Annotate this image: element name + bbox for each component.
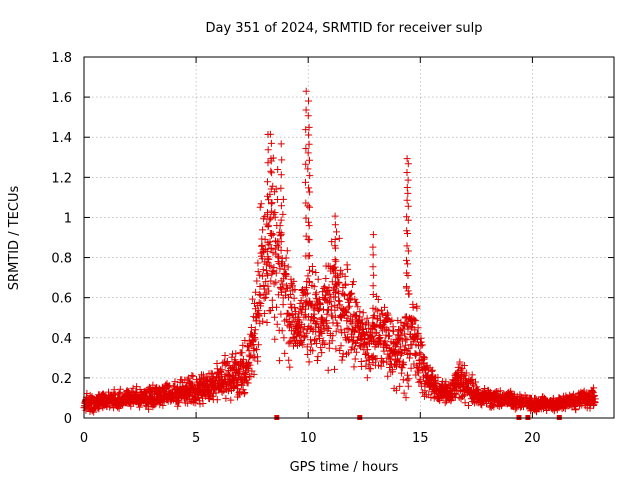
y-axis-label: SRMTID / TECUs: [7, 186, 22, 291]
y-tick-label: 1.8: [51, 51, 72, 66]
grid-layer: [84, 57, 614, 418]
x-tick-label: 0: [80, 431, 88, 446]
y-tick-label: 1: [64, 211, 72, 226]
y-tick-label: 0.2: [51, 372, 72, 387]
x-tick-label: 15: [412, 431, 429, 446]
axis-layer: 0 0.2 0.4 0.6 0.8 1 1.2 1.4 1.6 1.8 0 5 10 15 20: [51, 51, 614, 446]
y-tick-label: 1.2: [51, 171, 72, 186]
y-tick-label: 0: [64, 412, 72, 427]
x-tick-label: 5: [192, 431, 200, 446]
x-axis-label: GPS time / hours: [290, 460, 399, 475]
y-tick-label: 0.8: [51, 252, 72, 267]
x-tick-label: 20: [524, 431, 541, 446]
y-tick-label: 0.6: [51, 292, 72, 307]
y-tick-label: 1.4: [51, 131, 72, 146]
y-tick-label: 1.6: [51, 91, 72, 106]
x-tick-label: 10: [300, 431, 317, 446]
y-tick-label: 0.4: [51, 332, 72, 347]
chart-title: Day 351 of 2024, SRMTID for receiver sul…: [205, 21, 482, 36]
plot-frame: [83, 56, 615, 419]
